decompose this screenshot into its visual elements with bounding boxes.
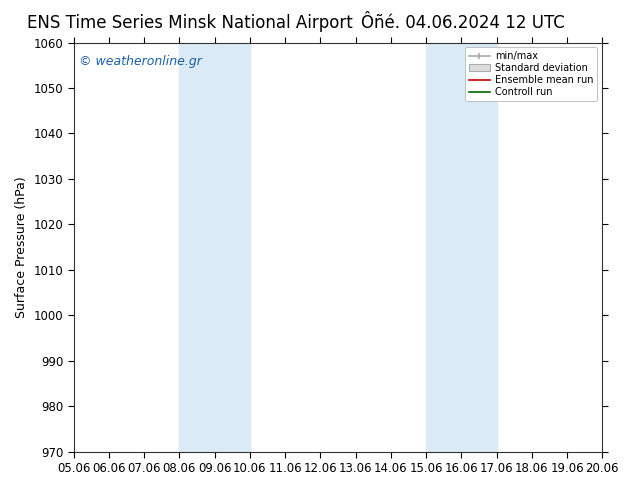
- Bar: [179, 43, 250, 452]
- Text: ENS Time Series Minsk National Airport: ENS Time Series Minsk National Airport: [27, 14, 353, 32]
- Y-axis label: Surface Pressure (hPa): Surface Pressure (hPa): [15, 176, 28, 318]
- Text: © weatheronline.gr: © weatheronline.gr: [79, 55, 202, 68]
- Legend: min/max, Standard deviation, Ensemble mean run, Controll run: min/max, Standard deviation, Ensemble me…: [465, 48, 597, 101]
- Text: Ôñé. 04.06.2024 12 UTC: Ôñé. 04.06.2024 12 UTC: [361, 14, 565, 32]
- Bar: [426, 43, 496, 452]
